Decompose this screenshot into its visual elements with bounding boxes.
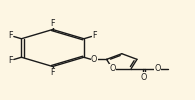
Text: O: O [91, 55, 97, 64]
Text: F: F [50, 68, 55, 77]
Text: O: O [154, 64, 160, 73]
Text: F: F [50, 19, 55, 28]
Text: O: O [141, 73, 147, 82]
Text: F: F [9, 31, 13, 40]
Text: F: F [92, 31, 97, 40]
Text: F: F [9, 56, 13, 65]
Text: O: O [109, 64, 116, 73]
